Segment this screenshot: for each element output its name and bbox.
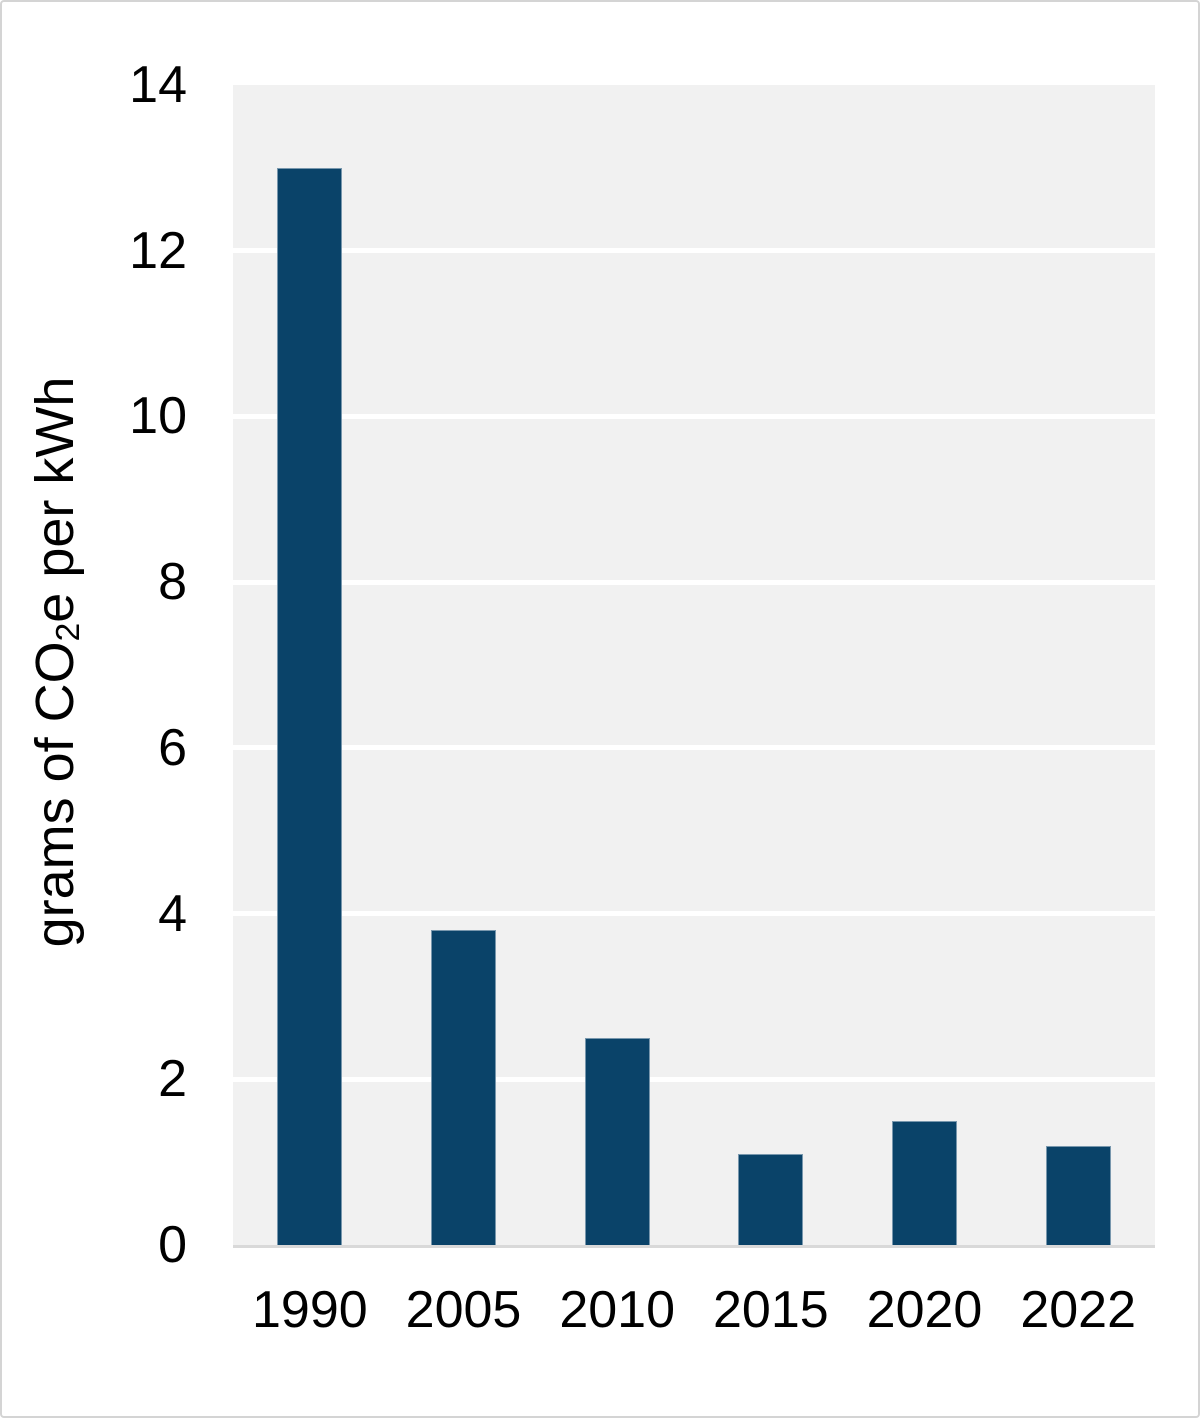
bar-1990 (277, 167, 343, 1245)
x-tick-label-2010: 2010 (559, 1281, 675, 1339)
y-tick-label-2: 2 (158, 1050, 187, 1109)
bar-2015 (738, 1153, 804, 1245)
gridline-6 (233, 745, 1155, 751)
y-tick-label-14: 14 (129, 56, 187, 114)
y-tick-label-6: 6 (158, 718, 187, 777)
x-tick-label-2015: 2015 (712, 1281, 829, 1339)
y-tick-label-8: 8 (158, 553, 187, 612)
x-tick-label-1990: 1990 (251, 1281, 368, 1339)
bar-2005 (431, 930, 496, 1245)
bar-2022 (1045, 1145, 1111, 1245)
gridline-4 (233, 911, 1155, 917)
gridline-2 (233, 1076, 1155, 1082)
gridline-12 (233, 248, 1155, 254)
y-tick-label-4: 4 (158, 884, 187, 943)
plot-area (233, 85, 1155, 1248)
y-tick-label-0: 0 (158, 1216, 187, 1274)
x-tick-label-2022: 2022 (1020, 1281, 1136, 1339)
gridline-8 (233, 579, 1155, 585)
y-axis-title: grams of CO2e per kWh (25, 377, 90, 948)
bar-2010 (584, 1037, 650, 1245)
y-tick-label-12: 12 (129, 221, 187, 280)
gridline-10 (233, 413, 1155, 419)
x-tick-label-2005: 2005 (405, 1281, 522, 1339)
bar-2020 (892, 1120, 957, 1245)
y-tick-label-10: 10 (129, 387, 187, 446)
x-axis-line (233, 1245, 1155, 1248)
y-axis-title-subscript: 2 (50, 622, 88, 642)
x-tick-label-2020: 2020 (866, 1281, 983, 1339)
